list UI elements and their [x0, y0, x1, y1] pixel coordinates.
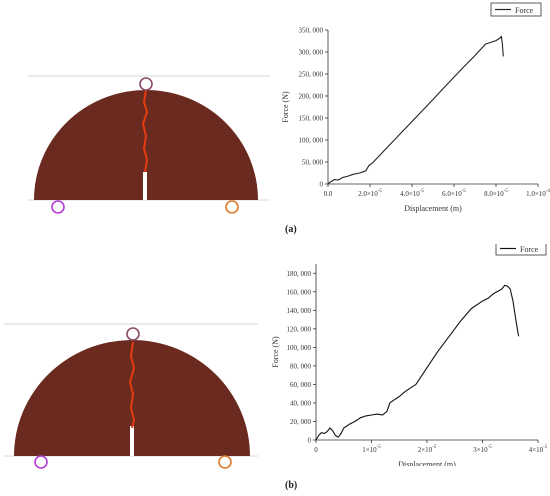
legend-label: Force [515, 6, 534, 15]
legend-box [495, 244, 547, 256]
y-axis-label: Force (N) [281, 91, 290, 123]
y-tick-label: 250, 000 [299, 71, 324, 79]
y-tick-label: 200, 000 [299, 93, 324, 101]
x-tick-label: 4.0×10-5 [400, 189, 424, 198]
top-support-circle [139, 77, 153, 91]
legend-label: Force [520, 245, 539, 254]
series-line-force [315, 284, 520, 441]
series-line-force [327, 35, 504, 185]
y-tick-label: 180, 000 [287, 270, 312, 278]
y-tick-label: 80, 000 [290, 362, 312, 370]
y-tick-label: 120, 000 [287, 325, 312, 333]
y-tick-label: 20, 000 [290, 418, 312, 426]
x-tick-label: 3×10-5 [473, 445, 492, 454]
right-support-circle [225, 200, 239, 214]
x-tick-label: 1.0×10-4 [526, 189, 550, 198]
y-axis-label: Force (N) [271, 336, 280, 368]
x-tick-label: 4×10-5 [529, 445, 548, 454]
x-axis-label: Displacement (m) [404, 204, 462, 213]
y-tick-label: 60, 000 [290, 381, 312, 389]
force-displacement-chart-b: 0 20, 000 40, 000 60, 000 80, 000 100, 000 120… [271, 244, 548, 466]
y-tick-label: 140, 000 [287, 307, 312, 315]
x-axis-label: Displacement (m) [398, 460, 456, 466]
semicircle-specimen [34, 90, 258, 200]
legend-box [490, 2, 542, 17]
x-tick-label: 6.0×10-5 [442, 189, 466, 198]
x-tick-label: 1×10-5 [362, 445, 381, 454]
specimen-image-a [28, 75, 270, 214]
panel-b: 0 20, 000 40, 000 60, 000 80, 000 100, 000 120… [0, 244, 550, 496]
x-tick-label: 8.0×10-5 [484, 189, 508, 198]
right-support-circle [218, 455, 232, 469]
x-tick-label: 2.0×10-5 [358, 189, 382, 198]
x-tick-label: 0 [314, 446, 318, 454]
crack-line [141, 89, 149, 173]
notch [143, 172, 147, 200]
panel-label-b: (b) [285, 480, 298, 491]
y-tick-label: 50, 000 [302, 159, 324, 167]
notch [130, 426, 134, 456]
y-tick-label: 0 [308, 437, 312, 445]
y-tick-label: 100, 000 [287, 344, 312, 352]
x-tick-label: 0.0 [324, 190, 333, 198]
y-tick-label: 350, 000 [299, 27, 324, 35]
y-tick-label: 100, 000 [299, 137, 324, 145]
y-tick-label: 300, 000 [299, 49, 324, 57]
y-tick-label: 0 [320, 181, 324, 189]
panel-a: 0 50, 000 100, 000 150, 000 200, 000 250, 000… [0, 0, 550, 240]
crack-line [128, 341, 136, 429]
x-tick-label: 2×10-5 [418, 445, 437, 454]
top-support-circle [126, 327, 140, 341]
specimen-image-b [4, 323, 258, 469]
force-displacement-chart-a: 0 50, 000 100, 000 150, 000 200, 000 250, 000… [281, 2, 550, 213]
panel-label-a: (a) [285, 224, 297, 235]
y-tick-label: 160, 000 [287, 288, 312, 296]
y-tick-label: 150, 000 [299, 115, 324, 123]
left-support-circle [51, 200, 65, 214]
left-support-circle [34, 455, 48, 469]
y-tick-label: 40, 000 [290, 399, 312, 407]
